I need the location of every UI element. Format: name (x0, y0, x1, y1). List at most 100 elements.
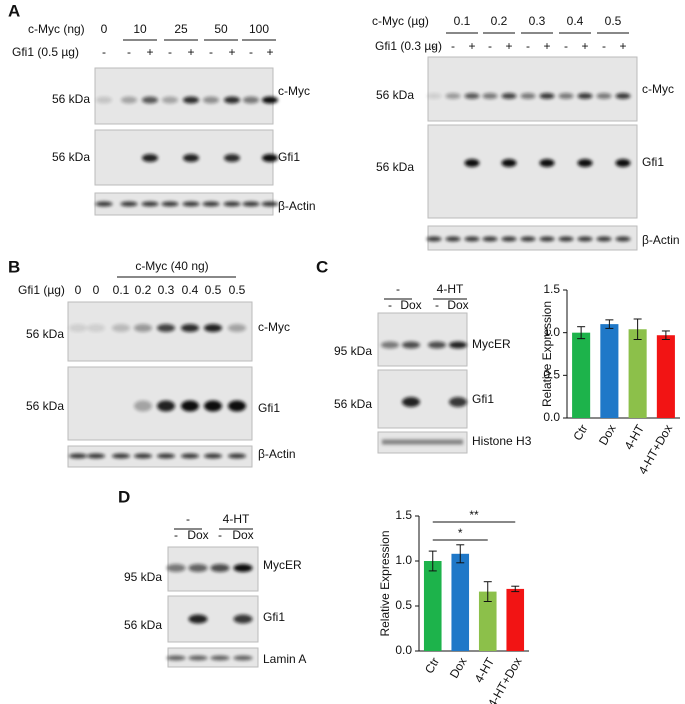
blot-band (426, 93, 442, 99)
x-tick-label: Ctr (570, 422, 590, 443)
mw-marker: 56 kDa (52, 150, 90, 164)
blot-band (233, 564, 253, 572)
mw-marker: 56 kDa (124, 618, 162, 632)
y-tick-label: 0.5 (395, 598, 412, 612)
blot-band (134, 453, 152, 459)
condition: Dox (232, 528, 253, 542)
blot-band (402, 397, 420, 407)
blot-band (242, 201, 260, 207)
blot-label: c-Myc (642, 82, 674, 96)
blot-band (210, 564, 230, 572)
blot-band (134, 400, 152, 412)
blot-label: Lamin A (263, 652, 306, 666)
bar (451, 553, 470, 651)
y-tick-label: 1.5 (395, 508, 412, 522)
blot (427, 56, 638, 122)
row-label: c-Myc (µg) (372, 14, 429, 28)
sign: - (102, 45, 106, 59)
treatment: 4-HT (437, 282, 464, 296)
condition: Dox (187, 528, 208, 542)
blot-band (183, 96, 199, 104)
blot-band (181, 324, 199, 332)
amount: 0.5 (229, 283, 246, 297)
blot-label: β-Actin (278, 199, 316, 213)
blot (377, 312, 468, 367)
blot-band (501, 93, 517, 99)
sign: + (543, 39, 550, 53)
blot-band (539, 236, 555, 242)
y-axis-label: Relative Expression (378, 530, 392, 636)
blot-band (577, 236, 593, 242)
blot-band (204, 453, 222, 459)
significance-label: ** (469, 508, 479, 522)
sign: - (451, 39, 455, 53)
condition: Dox (447, 298, 468, 312)
blot-label: β-Actin (258, 447, 296, 461)
blot-band (228, 324, 246, 332)
sign: + (505, 39, 512, 53)
sign: + (581, 39, 588, 53)
y-tick-label: 0.0 (543, 410, 560, 424)
mw-marker: 95 kDa (334, 344, 372, 358)
sign: + (187, 45, 194, 59)
sign: + (468, 39, 475, 53)
blot-band (558, 236, 574, 242)
condition: Dox (400, 298, 421, 312)
blot-band (539, 159, 555, 167)
y-axis-label: Relative Expression (540, 301, 554, 407)
amount: 0.4 (182, 283, 199, 297)
blot-band (426, 236, 442, 242)
blot-band (449, 397, 467, 407)
blot-band (210, 655, 230, 661)
blot-band (95, 201, 113, 207)
blot-label: Gfi1 (258, 401, 280, 415)
mw-marker: 56 kDa (52, 92, 90, 106)
blot-band (262, 96, 278, 104)
sign: + (146, 45, 153, 59)
blot-band (157, 324, 175, 332)
bar (656, 335, 675, 418)
bar (628, 329, 647, 418)
condition: - (218, 528, 222, 542)
blot-band (69, 453, 87, 459)
x-tick-label: Ctr (422, 655, 442, 676)
blot-band (539, 93, 555, 99)
blot-label: Gfi1 (263, 610, 285, 624)
mw-marker: 56 kDa (26, 327, 64, 341)
amount: 0.2 (491, 14, 508, 28)
blot-band (204, 324, 222, 332)
blot-band (577, 159, 593, 167)
amount: 0.2 (135, 283, 152, 297)
sign: - (432, 39, 436, 53)
significance-label: * (458, 526, 463, 540)
blot-band (203, 96, 219, 104)
blot-band (243, 96, 259, 104)
blot-band (142, 154, 158, 162)
row-label: Gfi1 (0.3 µg) (375, 39, 442, 53)
amount: 25 (174, 22, 188, 36)
blot-band (224, 96, 240, 104)
blot-band (202, 201, 220, 207)
sign: - (488, 39, 492, 53)
blot-band (188, 655, 208, 661)
sign: - (602, 39, 606, 53)
blot-band (142, 96, 158, 104)
blot-band (558, 93, 574, 99)
amount: 0 (93, 283, 100, 297)
panel-label: C (316, 257, 328, 276)
y-tick-label: 0.0 (395, 643, 412, 657)
blot-band (520, 236, 536, 242)
blot-band (402, 341, 420, 349)
sign: - (249, 45, 253, 59)
amount: 0.1 (113, 283, 130, 297)
mw-marker: 56 kDa (376, 88, 414, 102)
sign: + (266, 45, 273, 59)
panel-label: D (118, 487, 130, 506)
x-tick-label: 4-HT (622, 422, 648, 453)
x-tick-label: 4-HT (472, 655, 498, 686)
x-tick-label: Dox (596, 422, 619, 447)
treatment: - (186, 512, 190, 526)
blot-band (615, 159, 631, 167)
blot-band (182, 201, 200, 207)
